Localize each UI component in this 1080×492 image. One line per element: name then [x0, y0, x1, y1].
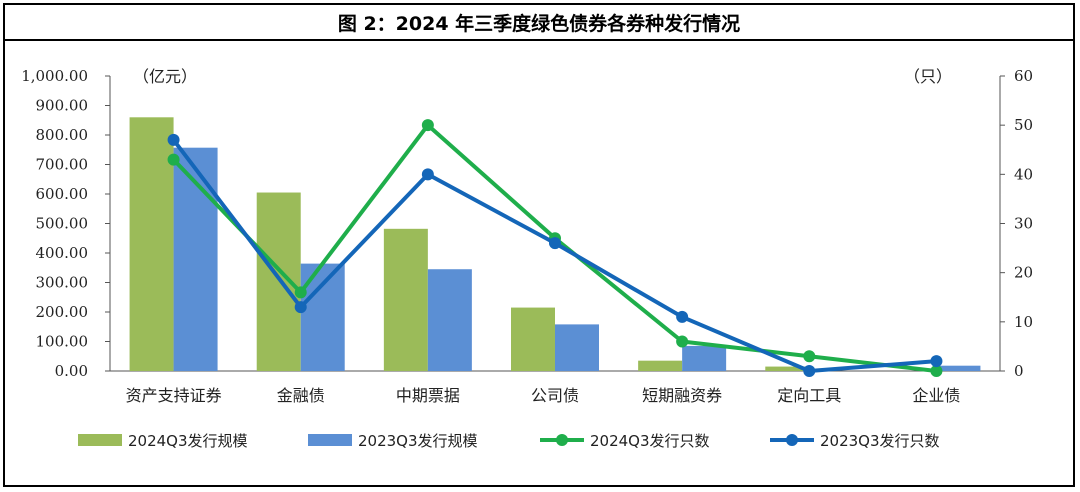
point-2024q3	[167, 153, 180, 166]
bar-2023q3	[300, 263, 345, 371]
right-axis-unit: （只）	[904, 67, 952, 86]
bar-2023q3	[682, 345, 727, 371]
left-tick-label: 100.00	[36, 333, 89, 351]
legend-label: 2023Q3发行规模	[358, 432, 478, 450]
category-label: 公司债	[531, 386, 579, 405]
point-2024q3	[294, 286, 307, 299]
bar-2024q3	[383, 228, 428, 371]
point-2024q3	[676, 335, 689, 348]
point-2023q3	[167, 133, 180, 146]
category-label: 短期融资券	[642, 386, 722, 405]
left-tick-label: 0.00	[55, 362, 88, 380]
bar-2024q3	[256, 192, 301, 371]
category-label: 资产支持证券	[126, 386, 222, 405]
legend-label: 2024Q3发行只数	[590, 432, 710, 450]
bar-2023q3	[936, 365, 981, 371]
bar-2024q3	[511, 307, 555, 371]
category-label: 企业债	[912, 386, 960, 405]
left-tick-label: 500.00	[36, 215, 89, 233]
left-tick-label: 800.00	[36, 126, 89, 144]
legend-swatch-marker	[786, 434, 798, 446]
bar-2024q3	[638, 360, 683, 371]
right-tick-label: 20	[1014, 264, 1033, 282]
point-2023q3	[930, 355, 943, 368]
left-tick-label: 700.00	[36, 156, 89, 174]
right-tick-label: 30	[1014, 215, 1033, 233]
left-tick-label: 600.00	[36, 185, 89, 203]
point-2023q3	[676, 310, 689, 323]
point-2023q3	[294, 301, 307, 314]
legend-swatch-bar	[308, 434, 352, 446]
left-axis-unit: （亿元）	[133, 67, 197, 86]
legend-swatch-bar	[78, 434, 122, 446]
bar-2024q3	[765, 366, 810, 371]
bar-2024q3	[129, 117, 174, 371]
point-2023q3	[421, 168, 434, 181]
point-2023q3	[549, 237, 561, 250]
point-2024q3	[930, 365, 943, 377]
point-2023q3	[803, 365, 816, 377]
right-tick-label: 60	[1014, 67, 1033, 85]
right-tick-label: 50	[1014, 116, 1033, 134]
right-tick-label: 10	[1014, 313, 1033, 331]
bar-2023q3	[555, 324, 599, 371]
category-label: 金融债	[277, 386, 325, 405]
chart-title-bar: 图 2：2024 年三季度绿色债券各券种发行情况	[5, 5, 1073, 41]
category-label: 中期票据	[396, 386, 460, 405]
right-tick-label: 0	[1014, 362, 1024, 380]
left-tick-label: 300.00	[36, 274, 89, 292]
category-label: 定向工具	[777, 386, 841, 405]
chart-title: 图 2：2024 年三季度绿色债券各券种发行情况	[337, 12, 741, 35]
left-tick-label: 1,000.00	[21, 67, 88, 85]
left-tick-label: 900.00	[36, 97, 89, 115]
right-tick-label: 40	[1014, 165, 1033, 183]
point-2024q3	[421, 119, 434, 132]
legend-swatch-marker	[556, 434, 568, 446]
point-2024q3	[803, 350, 816, 363]
bar-2023q3	[427, 269, 472, 371]
legend-label: 2024Q3发行规模	[128, 432, 248, 450]
left-tick-label: 400.00	[36, 244, 89, 262]
legend-label: 2023Q3发行只数	[820, 432, 940, 450]
left-tick-label: 200.00	[36, 303, 89, 321]
